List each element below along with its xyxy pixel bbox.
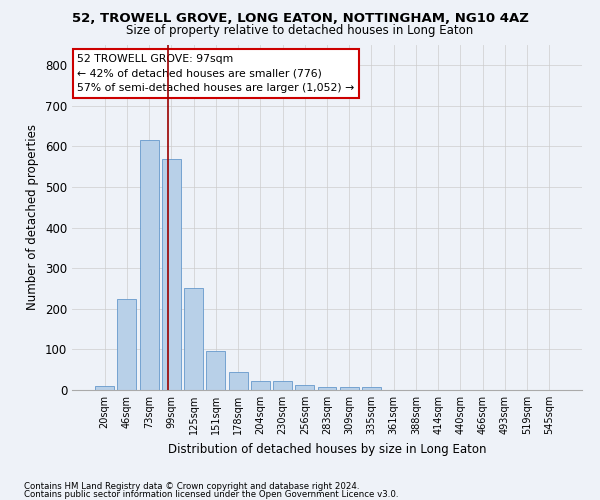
- Y-axis label: Number of detached properties: Number of detached properties: [26, 124, 40, 310]
- Text: Contains HM Land Registry data © Crown copyright and database right 2024.: Contains HM Land Registry data © Crown c…: [24, 482, 359, 491]
- Bar: [184, 288, 203, 390]
- Text: Contains public sector information licensed under the Open Government Licence v3: Contains public sector information licen…: [24, 490, 398, 499]
- Bar: [340, 387, 359, 390]
- X-axis label: Distribution of detached houses by size in Long Eaton: Distribution of detached houses by size …: [168, 442, 486, 456]
- Bar: [229, 372, 248, 390]
- Text: 52, TROWELL GROVE, LONG EATON, NOTTINGHAM, NG10 4AZ: 52, TROWELL GROVE, LONG EATON, NOTTINGHA…: [71, 12, 529, 26]
- Bar: [95, 386, 114, 390]
- Text: 52 TROWELL GROVE: 97sqm
← 42% of detached houses are smaller (776)
57% of semi-d: 52 TROWELL GROVE: 97sqm ← 42% of detache…: [77, 54, 355, 93]
- Bar: [295, 385, 314, 390]
- Bar: [251, 381, 270, 390]
- Bar: [362, 387, 381, 390]
- Bar: [162, 160, 181, 390]
- Bar: [317, 387, 337, 390]
- Bar: [273, 381, 292, 390]
- Bar: [140, 140, 158, 390]
- Bar: [206, 352, 225, 390]
- Bar: [118, 298, 136, 390]
- Text: Size of property relative to detached houses in Long Eaton: Size of property relative to detached ho…: [127, 24, 473, 37]
